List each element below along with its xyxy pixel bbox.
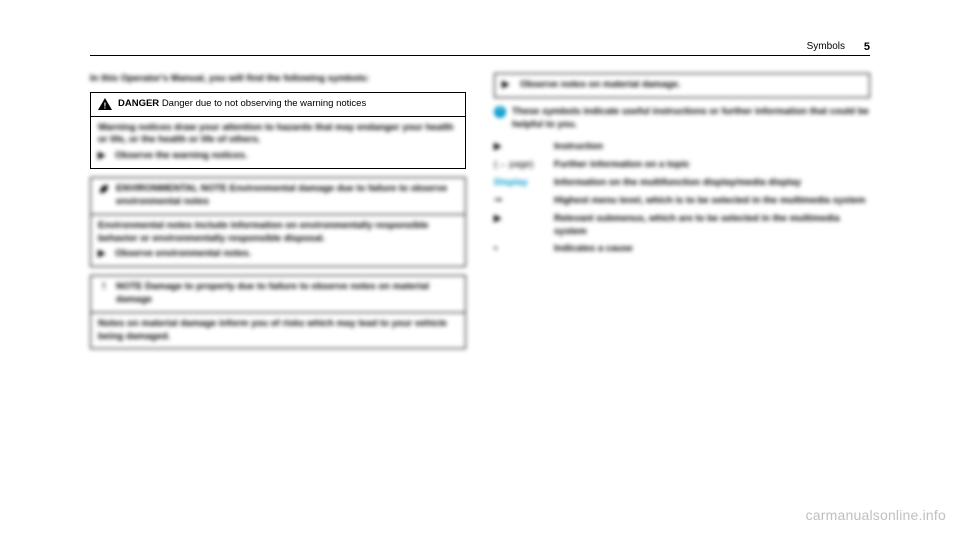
env-body-text: Environmental notes include information …	[98, 220, 458, 246]
env-box: ENVIRONMENTAL NOTE Environmental damage …	[90, 177, 466, 267]
def-row: ▶ Instruction	[494, 141, 870, 154]
note-box-full: ! NOTE Damage to property due to failure…	[90, 275, 466, 349]
def-row: 🠖 Highest menu level, which is to be sel…	[494, 195, 870, 208]
note-body-text: Notes on material damage inform you of r…	[98, 318, 458, 344]
danger-action: Observe the warning notices.	[115, 150, 248, 163]
svg-text:!: !	[104, 101, 107, 110]
left-column: In this Operator's Manual, you will find…	[90, 73, 466, 357]
def-symbol-display: Display	[494, 177, 544, 190]
danger-head-text: DANGER Danger due to not observing the w…	[118, 98, 366, 111]
def-text: Indicates a cause	[554, 243, 870, 256]
header-rule	[90, 55, 870, 56]
def-text: Relevant submenus, which are to be selec…	[554, 213, 870, 239]
leaf-icon	[98, 183, 110, 195]
header-section: Symbols	[807, 41, 845, 52]
note-head-desc: Damage to property due to failure to obs…	[116, 281, 429, 305]
note-head-text: NOTE Damage to property due to failure t…	[116, 281, 458, 307]
note-box-head: ! NOTE Damage to property due to failure…	[91, 276, 465, 313]
content-columns: In this Operator's Manual, you will find…	[90, 73, 870, 357]
manual-page: Symbols 5 In this Operator's Manual, you…	[90, 55, 870, 485]
info-icon: i	[494, 106, 506, 118]
def-text: Highest menu level, which is to be selec…	[554, 195, 870, 208]
def-row: • Indicates a cause	[494, 243, 870, 256]
info-row: i These symbols indicate useful instruct…	[494, 106, 870, 132]
arrow-icon: ▶	[98, 150, 110, 163]
intro-text: In this Operator's Manual, you will find…	[90, 73, 466, 86]
danger-label: DANGER	[118, 98, 159, 109]
def-text: Further information on a topic	[554, 159, 870, 172]
env-head-text: ENVIRONMENTAL NOTE Environmental damage …	[116, 183, 458, 209]
exclamation-icon: !	[98, 281, 110, 293]
def-row: Display Information on the multifunction…	[494, 177, 870, 190]
danger-head-desc: Danger due to not observing the warning …	[162, 98, 366, 109]
page-number: 5	[864, 41, 870, 53]
danger-body-text: Warning notices draw your attention to h…	[98, 122, 458, 148]
env-action: Observe environmental notes.	[115, 248, 251, 261]
env-box-body: Environmental notes include information …	[91, 215, 465, 266]
note-label: NOTE	[116, 281, 142, 292]
right-column: ▶ Observe notes on material damage. i Th…	[494, 73, 870, 357]
note-box-body: Notes on material damage inform you of r…	[91, 313, 465, 349]
def-text: Information on the multifunction display…	[554, 177, 870, 190]
danger-box-head: ! DANGER Danger due to not observing the…	[91, 93, 465, 117]
material-note-text: Observe notes on material damage.	[520, 79, 681, 92]
danger-box-body: Warning notices draw your attention to h…	[91, 117, 465, 168]
def-symbol: ▶	[494, 141, 544, 154]
material-note-box: ▶ Observe notes on material damage.	[494, 73, 870, 98]
def-symbol: 🠖	[494, 195, 544, 208]
info-text: These symbols indicate useful instructio…	[512, 106, 870, 132]
def-symbol: (→ page)	[494, 159, 544, 172]
arrow-icon: ▶	[502, 79, 514, 92]
def-text: Instruction	[554, 141, 870, 154]
watermark: carmanualsonline.info	[806, 507, 946, 523]
def-row: ▶ Relevant submenus, which are to be sel…	[494, 213, 870, 239]
danger-box: ! DANGER Danger due to not observing the…	[90, 92, 466, 169]
warning-triangle-icon: !	[98, 98, 112, 110]
def-row: (→ page) Further information on a topic	[494, 159, 870, 172]
arrow-icon: ▶	[98, 248, 110, 261]
def-symbol: ▶	[494, 213, 544, 239]
env-label: ENVIRONMENTAL NOTE	[116, 183, 227, 194]
def-symbol: •	[494, 243, 544, 256]
env-box-head: ENVIRONMENTAL NOTE Environmental damage …	[91, 178, 465, 215]
